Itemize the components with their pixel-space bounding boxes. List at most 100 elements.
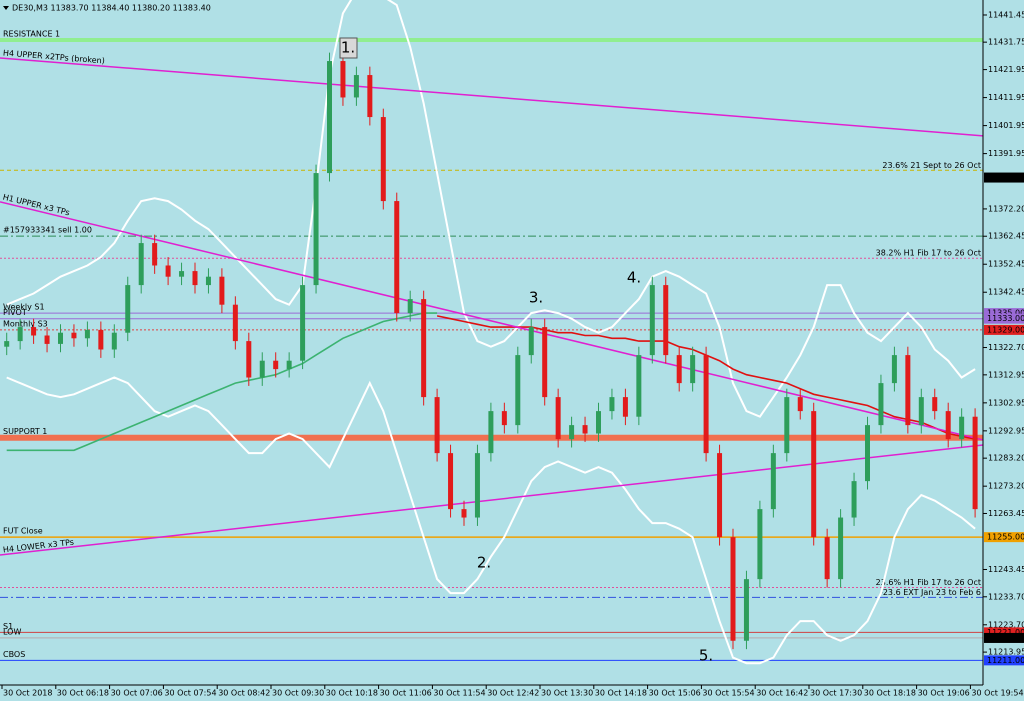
y-tick-label: 11322.70: [988, 343, 1024, 352]
candle-body: [286, 360, 292, 370]
candle-body: [246, 341, 252, 378]
y-tick-label: 11372.20: [988, 204, 1024, 213]
y-tick-label: 11401.95: [988, 121, 1024, 130]
y-tick-label: 11441.45: [988, 10, 1024, 19]
price-box: [984, 627, 1024, 638]
candle-body: [797, 397, 803, 412]
candle-body: [582, 425, 588, 434]
x-tick-label: 30 Oct 06:18: [57, 689, 109, 698]
candle-body: [515, 355, 521, 426]
indicator-line: [6, 0, 976, 418]
candle-body: [273, 360, 279, 370]
candle-body: [542, 327, 548, 398]
level-label: RESISTANCE 1: [3, 30, 60, 39]
y-tick-label: 11421.95: [988, 65, 1024, 74]
candle-body: [703, 355, 709, 454]
y-tick-label: 11292.95: [988, 426, 1024, 435]
price-box: [984, 313, 1024, 324]
candle-body: [165, 265, 171, 277]
x-tick-label: 30 Oct 10:18: [326, 689, 378, 698]
candle-body: [205, 276, 211, 286]
indicator-line: [6, 376, 976, 665]
candle-body: [865, 425, 870, 482]
x-tick-label: 30 Oct 18:18: [864, 689, 916, 698]
candle-body: [448, 453, 454, 510]
candle-body: [569, 425, 575, 440]
x-tick-label: 30 Oct 14:18: [595, 689, 647, 698]
x-tick-label: 30 Oct 11:06: [380, 689, 432, 698]
price-box-label: 11335.00: [987, 309, 1024, 318]
candle-body: [636, 355, 642, 417]
candle-body: [596, 411, 601, 434]
plot-area: RESISTANCE 1 23.6% 21 Sept to 26 Oct #1579…: [0, 0, 984, 665]
candle-body: [300, 285, 306, 361]
x-tick-label: 30 Oct 16:42: [756, 689, 808, 698]
candle-body: [327, 61, 332, 174]
candle-body: [784, 397, 790, 454]
annotation: 5.: [699, 647, 713, 665]
annotation-box: [339, 37, 358, 59]
level-label: CBOS: [3, 650, 25, 659]
candle-body: [555, 397, 561, 440]
price-box-label: 11221.00: [987, 628, 1024, 637]
candle-body: [31, 327, 37, 336]
candle-body: [622, 397, 628, 417]
candle-body: [717, 453, 723, 538]
candle-body: [138, 243, 144, 286]
y-tick-label: 11352.45: [988, 260, 1024, 269]
level-label: -23.6 EXT Jan 23 to Feb 6: [880, 588, 981, 597]
candle-body: [488, 411, 494, 454]
x-tick-label: 30 Oct 15:54: [702, 689, 754, 698]
candle-body: [232, 304, 238, 342]
candle-body: [972, 416, 978, 510]
y-tick-label: 11391.95: [988, 149, 1024, 158]
price-box-label: 11329.00: [987, 325, 1024, 334]
y-tick-label: 11342.45: [988, 288, 1024, 297]
menu-arrow[interactable]: [3, 6, 9, 10]
y-tick-label: 11233.70: [988, 592, 1024, 601]
candle-body: [609, 397, 615, 412]
y-tick-label: 11302.95: [988, 398, 1024, 407]
price-box: [984, 308, 1024, 319]
price-box: [984, 172, 1024, 183]
x-tick-label: 30 Oct 08:42: [218, 689, 270, 698]
trendline: [0, 444, 984, 556]
price-box-label: 11219.00: [987, 633, 1024, 642]
price-box: [984, 532, 1024, 543]
level-label: 38.2% H1 Fib 17 to 26 Oct: [876, 249, 981, 258]
x-tick-label: 30 Oct 2018: [3, 689, 52, 698]
candle-body: [313, 173, 319, 286]
level-label: FUT Close: [3, 527, 43, 536]
level-label: SUPPORT 1: [3, 427, 47, 436]
candle-body: [179, 271, 185, 277]
level-label: Monthly S3: [3, 319, 48, 328]
candle-body: [528, 327, 534, 356]
candle-body: [44, 335, 50, 344]
candle-body: [676, 355, 682, 384]
candle-body: [353, 75, 359, 98]
candle-body: [757, 509, 763, 580]
candle-body: [259, 360, 265, 378]
price-box-label: 11255.00: [987, 533, 1024, 542]
candle-body: [17, 327, 23, 342]
candle-body: [730, 537, 736, 641]
candle-body: [959, 416, 965, 440]
candle-body: [770, 453, 776, 510]
level-label: 23.6% 21 Sept to 26 Oct: [882, 161, 981, 170]
y-tick-label: 11312.95: [988, 370, 1024, 379]
y-tick-label: 11243.45: [988, 565, 1024, 574]
level-label: #157933341 sell 1.00: [3, 226, 92, 235]
candle-body: [98, 329, 104, 350]
candle-body: [4, 341, 10, 347]
annotation: 4.: [627, 269, 641, 287]
candle-body: [838, 517, 844, 580]
level-label: 23.6% H1 Fib 17 to 26 Oct: [876, 578, 981, 587]
y-tick-label: 11263.45: [988, 509, 1024, 518]
candle-body: [743, 579, 749, 641]
x-tick-label: 30 Oct 11:54: [433, 689, 485, 698]
candle-body: [152, 243, 158, 266]
x-tick-label: 30 Oct 07:06: [111, 689, 163, 698]
x-tick-label: 30 Oct 07:54: [164, 689, 216, 698]
candle-body: [649, 285, 655, 356]
candle-body: [811, 411, 817, 538]
